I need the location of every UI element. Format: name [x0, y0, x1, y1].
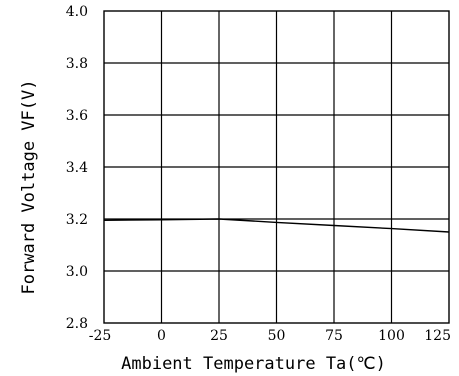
x-tick-label: 100	[378, 328, 405, 344]
y-axis-label: Forward Voltage VF(V)	[19, 80, 39, 295]
y-tick-label: 3.6	[66, 108, 88, 124]
y-tick-label: 3.0	[66, 264, 88, 280]
grid	[104, 11, 449, 323]
x-tick-label: 125	[424, 328, 451, 344]
x-tick-labels: -25 0 25 50 75 100 125	[89, 328, 451, 344]
x-axis-label: Ambient Temperature Ta(℃)	[121, 354, 386, 374]
series-layer	[103, 218, 450, 233]
x-tick-label: 25	[210, 328, 228, 344]
x-tick-label: 0	[157, 328, 166, 344]
y-tick-label: 3.4	[66, 160, 88, 176]
plot-frame	[103, 10, 450, 324]
x-tick-label: -25	[89, 328, 112, 344]
y-tick-label: 3.2	[66, 212, 88, 228]
y-tick-label: 4.0	[66, 4, 88, 20]
x-tick-label: 50	[268, 328, 286, 344]
x-tick-label: 75	[325, 328, 343, 344]
y-tick-labels: 2.8 3.0 3.2 3.4 3.6 3.8 4.0	[66, 4, 88, 332]
y-tick-label: 2.8	[66, 316, 88, 332]
series-line	[103, 218, 450, 233]
y-tick-label: 3.8	[66, 56, 88, 72]
